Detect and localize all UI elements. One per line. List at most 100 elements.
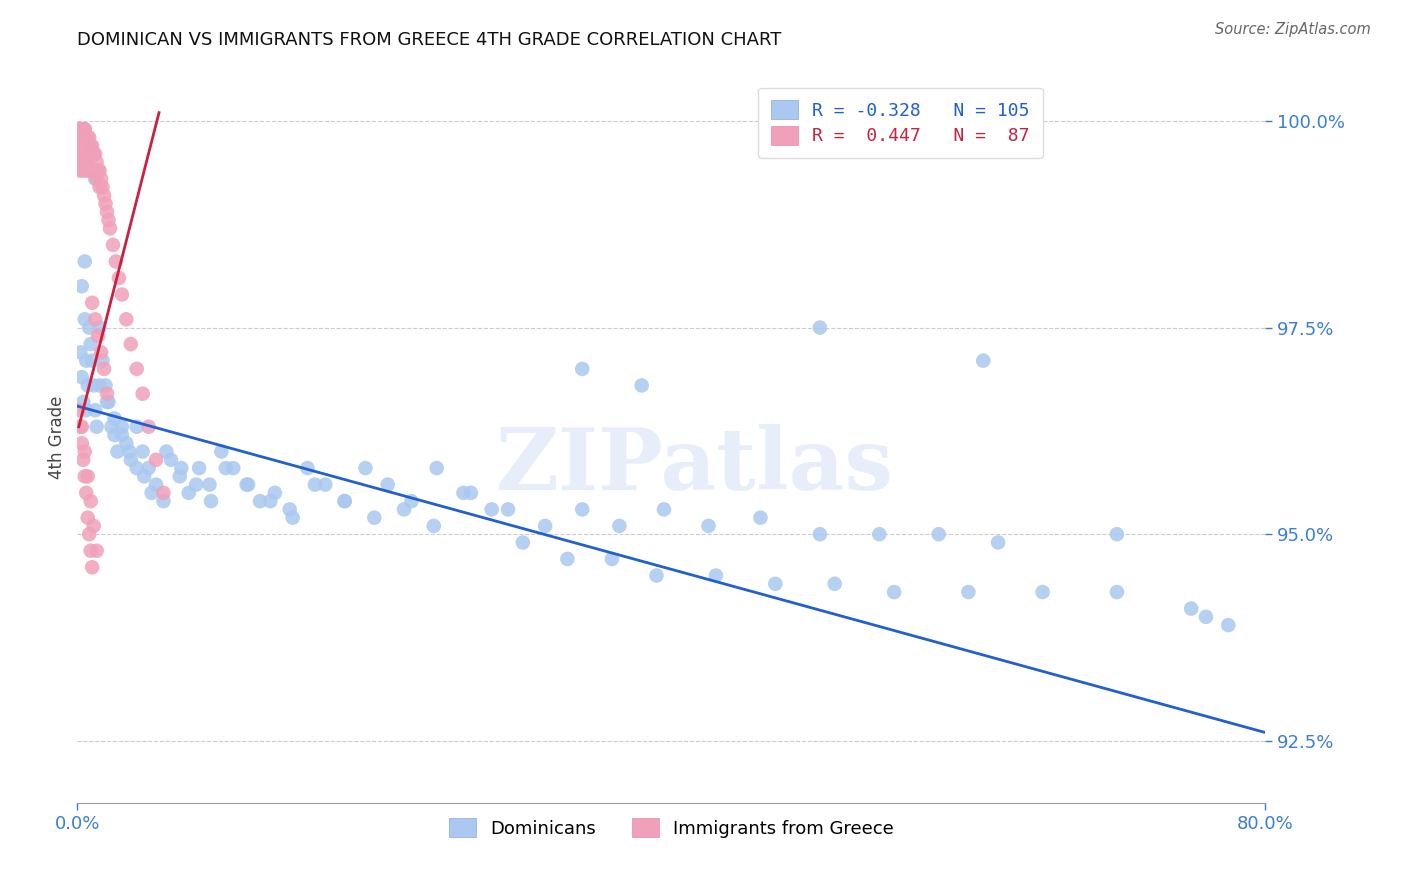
Point <box>103 411 125 425</box>
Point <box>87 163 110 178</box>
Point <box>75 486 97 500</box>
Point <box>96 205 118 219</box>
Point <box>67 147 90 161</box>
Point <box>93 362 115 376</box>
Point <box>97 213 120 227</box>
Point <box>188 461 211 475</box>
Point <box>80 337 103 351</box>
Point <box>134 469 156 483</box>
Point <box>145 452 167 467</box>
Point <box>77 147 100 161</box>
Point <box>75 403 97 417</box>
Point <box>101 238 124 252</box>
Point <box>86 543 108 558</box>
Point <box>460 486 482 500</box>
Point <box>76 469 98 483</box>
Point <box>152 494 174 508</box>
Point <box>557 552 579 566</box>
Point <box>67 122 90 136</box>
Point <box>426 461 449 475</box>
Point <box>93 188 115 202</box>
Point <box>453 486 475 500</box>
Point <box>70 122 93 136</box>
Point <box>76 510 98 524</box>
Point <box>808 527 831 541</box>
Point <box>972 353 994 368</box>
Point <box>72 130 94 145</box>
Point <box>73 444 96 458</box>
Point <box>70 370 93 384</box>
Point <box>86 171 108 186</box>
Point <box>115 436 138 450</box>
Point <box>824 576 846 591</box>
Point <box>600 552 623 566</box>
Point <box>333 494 356 508</box>
Point <box>304 477 326 491</box>
Point <box>82 147 104 161</box>
Point <box>72 122 94 136</box>
Point <box>69 345 91 359</box>
Point <box>215 461 238 475</box>
Point <box>82 163 104 178</box>
Point <box>278 502 301 516</box>
Text: DOMINICAN VS IMMIGRANTS FROM GREECE 4TH GRADE CORRELATION CHART: DOMINICAN VS IMMIGRANTS FROM GREECE 4TH … <box>77 31 782 49</box>
Point <box>138 461 160 475</box>
Point <box>84 403 107 417</box>
Point <box>72 395 94 409</box>
Point <box>70 130 93 145</box>
Point <box>186 477 208 491</box>
Point <box>259 494 281 508</box>
Point <box>69 138 91 153</box>
Point <box>297 461 319 475</box>
Point <box>401 494 423 508</box>
Point <box>76 155 98 169</box>
Point <box>209 444 232 458</box>
Point <box>108 271 131 285</box>
Point <box>77 527 100 541</box>
Point <box>70 155 93 169</box>
Point <box>72 163 94 178</box>
Point <box>100 419 122 434</box>
Point <box>236 477 259 491</box>
Point <box>73 138 96 153</box>
Point <box>89 320 111 334</box>
Point <box>84 312 107 326</box>
Point <box>73 312 96 326</box>
Point <box>84 163 107 178</box>
Point <box>89 180 111 194</box>
Point <box>75 163 97 178</box>
Point <box>481 502 503 516</box>
Point <box>96 386 118 401</box>
Point <box>155 444 177 458</box>
Point <box>808 320 831 334</box>
Point <box>82 560 104 574</box>
Point <box>152 486 174 500</box>
Point <box>86 155 108 169</box>
Point <box>125 362 148 376</box>
Point <box>177 486 200 500</box>
Point <box>67 403 90 417</box>
Point <box>73 130 96 145</box>
Point <box>103 428 125 442</box>
Point <box>333 494 356 508</box>
Point <box>422 519 444 533</box>
Point <box>1180 601 1202 615</box>
Point <box>1032 585 1054 599</box>
Point <box>571 502 593 516</box>
Point <box>90 345 112 359</box>
Point <box>1195 610 1218 624</box>
Point <box>76 138 98 153</box>
Point <box>763 576 786 591</box>
Point <box>645 568 668 582</box>
Point <box>169 469 191 483</box>
Point <box>72 147 94 161</box>
Point <box>141 486 163 500</box>
Point <box>1105 527 1128 541</box>
Point <box>84 147 107 161</box>
Point <box>82 295 104 310</box>
Point <box>198 477 221 491</box>
Point <box>120 452 142 467</box>
Point <box>652 502 675 516</box>
Point <box>94 378 117 392</box>
Point <box>90 171 112 186</box>
